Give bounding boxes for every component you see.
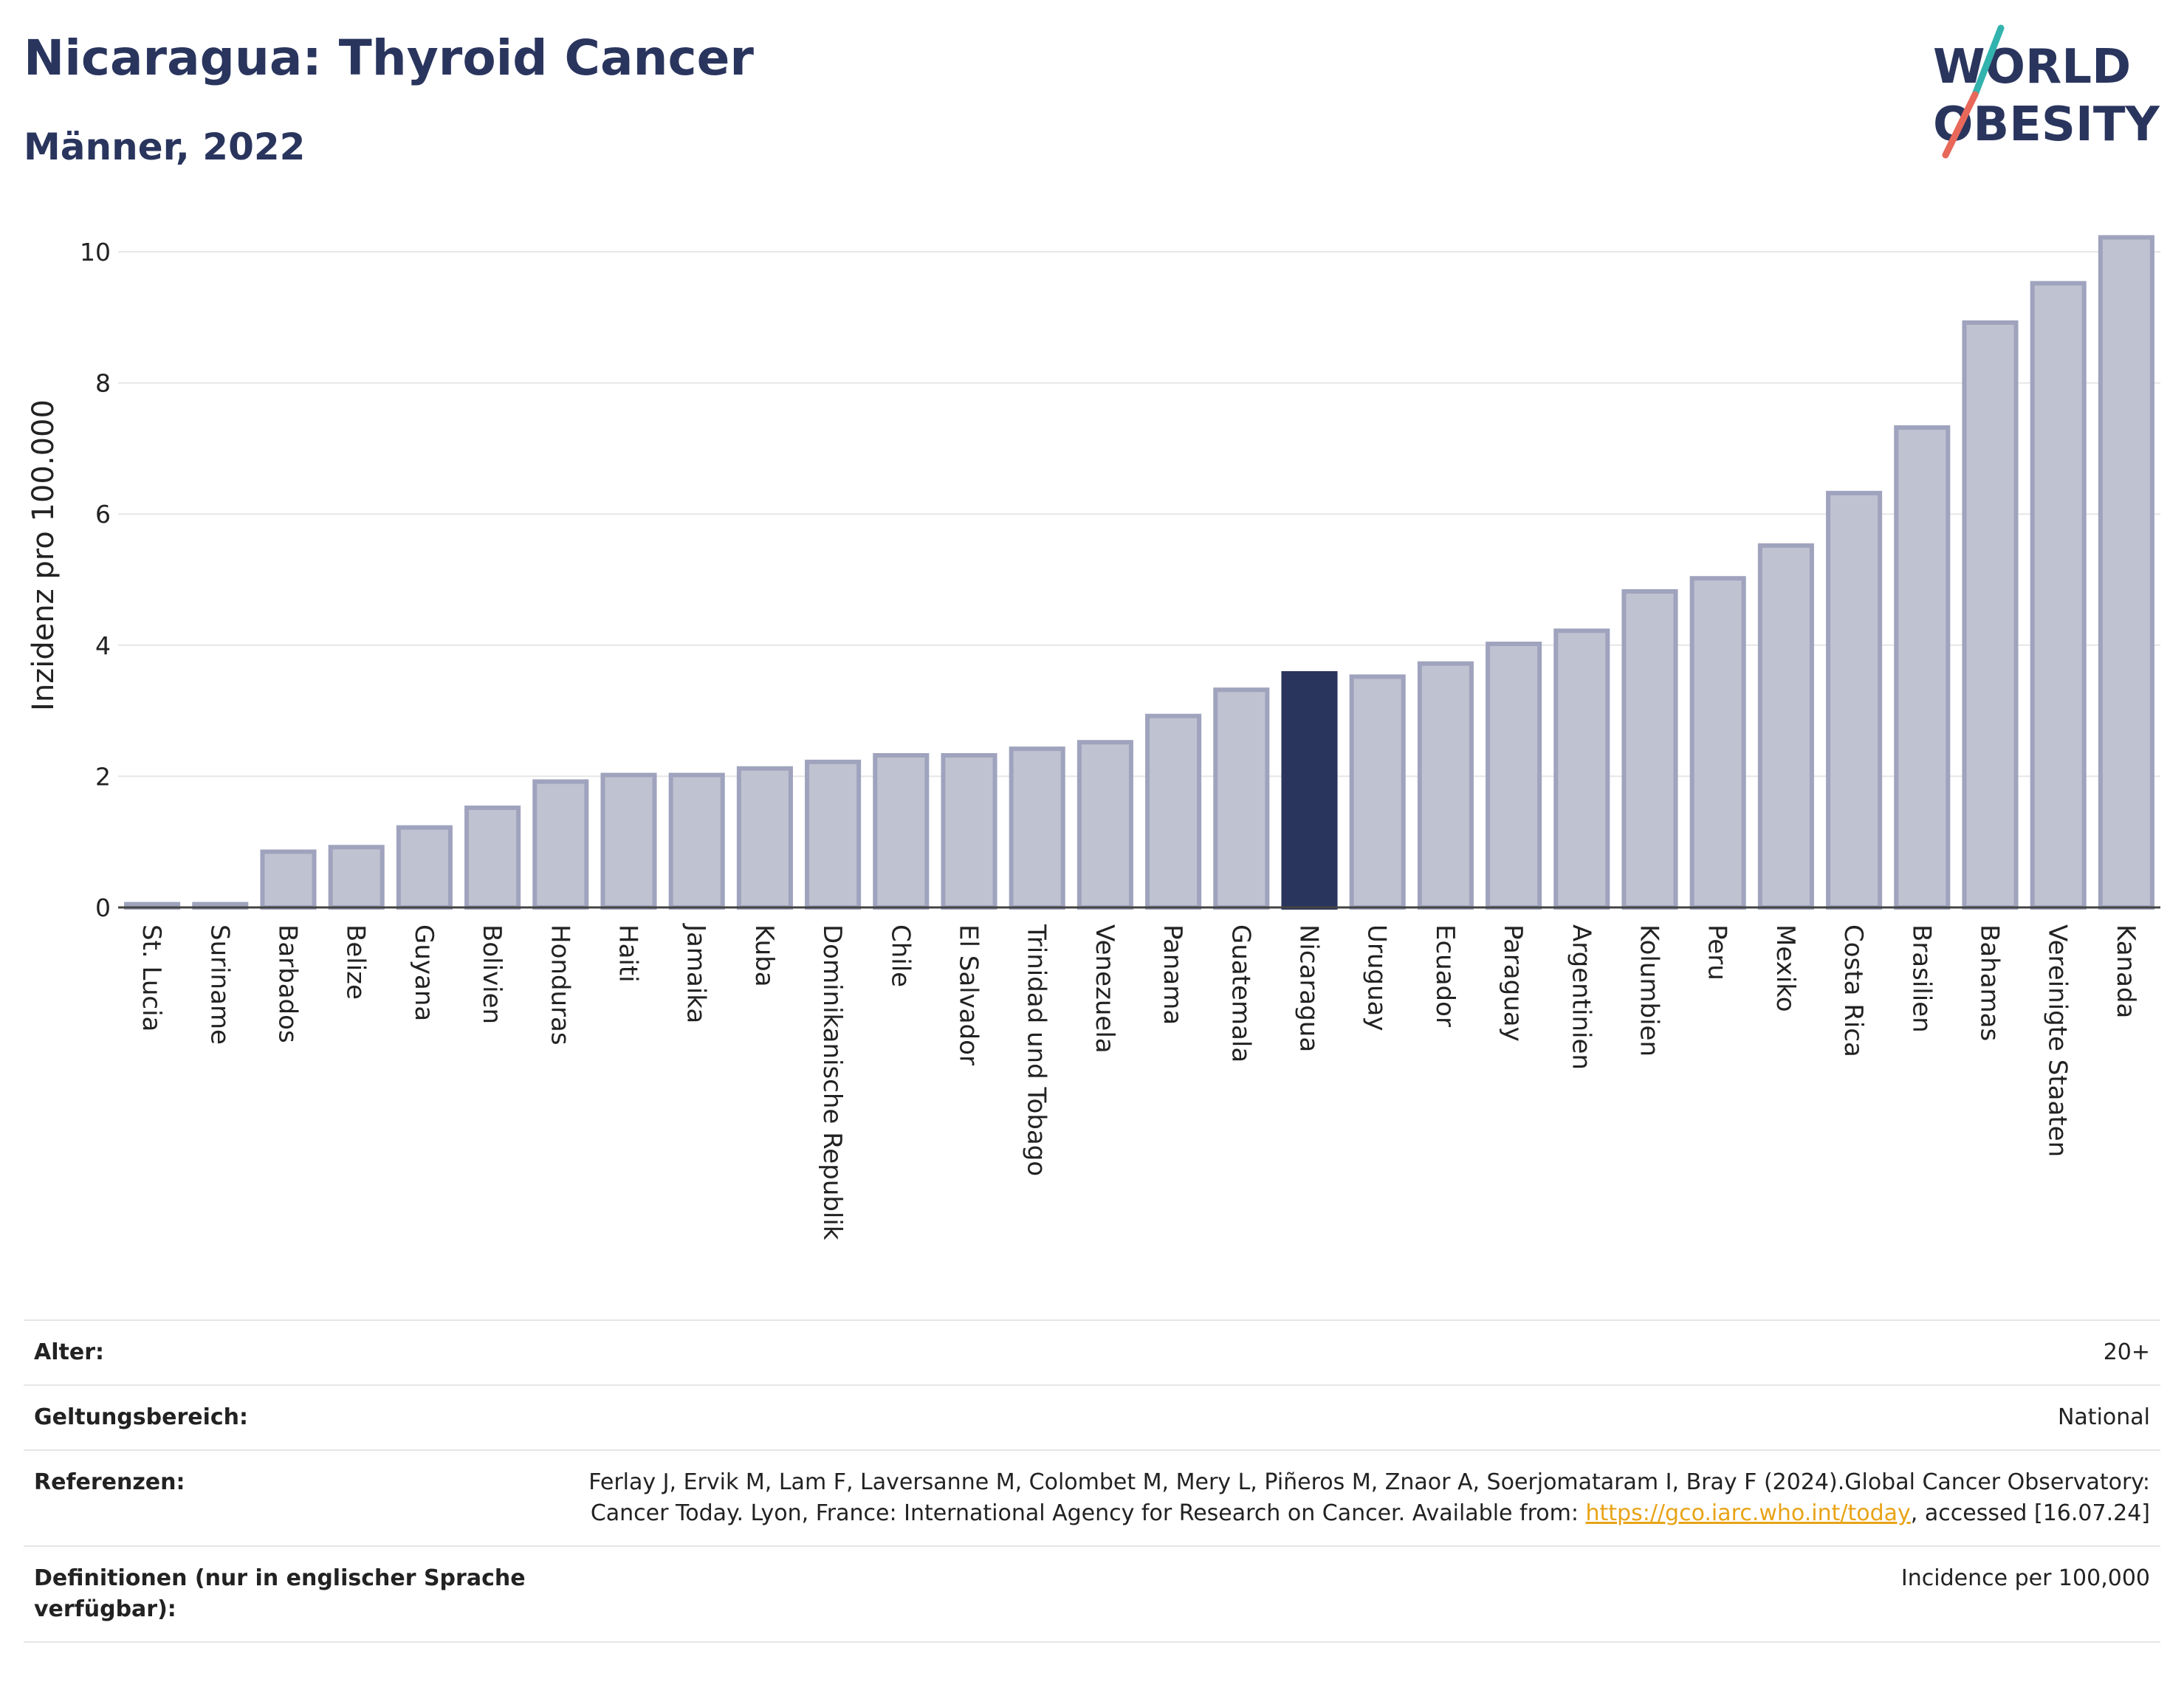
info-row-age: Alter: 20+ bbox=[24, 1319, 2160, 1384]
info-row-scope: Geltungsbereich: National bbox=[24, 1384, 2160, 1449]
x-tick-label: Bahamas bbox=[1975, 924, 2005, 1041]
bar-chart: 0 2 4 6 8 10 Inzidenz pro 100.000 St. Lucia Su… bbox=[27, 235, 2160, 1240]
logo-slash-teal bbox=[1971, 24, 2005, 98]
x-axis-labels: St. Lucia Suriname Barbados Belize Guyana Bol… bbox=[137, 923, 2140, 1240]
bar-bolivien bbox=[464, 806, 521, 910]
bar-jamaika bbox=[668, 772, 725, 910]
reference-link[interactable]: https://gco.iarc.who.int/today bbox=[1585, 1500, 1911, 1526]
bar-costa-rica bbox=[1826, 490, 1883, 910]
bar-ecuador bbox=[1417, 661, 1474, 910]
x-tick-label: Costa Rica bbox=[1838, 924, 1868, 1057]
bar-belize bbox=[328, 845, 385, 910]
bar-vereinigte-staaten bbox=[2030, 281, 2087, 910]
x-tick-label: Guatemala bbox=[1226, 924, 1255, 1062]
x-tick-label: Peru bbox=[1703, 924, 1732, 981]
x-tick-label: Guyana bbox=[409, 924, 439, 1021]
x-tick-label: Paraguay bbox=[1498, 924, 1528, 1042]
x-tick-label: Brasilien bbox=[1906, 924, 1936, 1033]
bar-guyana bbox=[396, 825, 453, 910]
x-tick-label: St. Lucia bbox=[137, 924, 166, 1031]
gridlines bbox=[118, 251, 2160, 777]
x-tick-label: Trinidad und Tobago bbox=[1022, 924, 1051, 1176]
info-row-definitions: Definitionen (nur in englischer Sprache … bbox=[24, 1545, 2160, 1643]
x-tick-label: Kuba bbox=[749, 924, 779, 987]
bar-nicaragua bbox=[1281, 670, 1338, 910]
x-tick-label: Vereinigte Staaten bbox=[2043, 924, 2073, 1157]
x-tick-label: Honduras bbox=[545, 924, 574, 1046]
bar-chile bbox=[873, 752, 930, 910]
x-tick-label: Suriname bbox=[205, 924, 234, 1045]
bar-kolumbien bbox=[1621, 588, 1678, 910]
info-label: Definitionen (nur in englischer Sprache … bbox=[34, 1565, 526, 1622]
x-tick-label: Jamaika bbox=[681, 923, 711, 1023]
reference-accessed: , accessed [16.07.24] bbox=[1910, 1500, 2150, 1526]
bar-barbados bbox=[260, 849, 317, 910]
x-tick-label: Dominikanische Republik bbox=[817, 924, 847, 1240]
bar-kuba bbox=[736, 766, 793, 910]
x-tick-label: Kolumbien bbox=[1635, 924, 1664, 1057]
info-table: Alter: 20+ Geltungsbereich: National Ref… bbox=[24, 1319, 2160, 1643]
info-row-references: Referenzen: Ferlay J, Ervik M, Lam F, La… bbox=[24, 1449, 2160, 1545]
bar-kanada bbox=[2098, 235, 2154, 910]
bar-honduras bbox=[532, 779, 589, 910]
bar-brasilien bbox=[1894, 425, 1951, 910]
x-tick-label: Argentinien bbox=[1566, 924, 1596, 1070]
x-tick-label: Barbados bbox=[273, 924, 303, 1043]
x-tick-label: Chile bbox=[885, 924, 915, 987]
bar-peru bbox=[1689, 576, 1746, 910]
bar-guatemala bbox=[1213, 687, 1270, 910]
y-axis-label: Inzidenz pro 100.000 bbox=[27, 399, 61, 711]
x-tick-label: Nicaragua bbox=[1294, 924, 1324, 1052]
x-tick-label: Venezuela bbox=[1090, 924, 1119, 1054]
x-tick-label: Belize bbox=[341, 924, 371, 1000]
logo-slash-coral bbox=[1942, 91, 1979, 159]
chart-title: Nicaragua: Thyroid Cancer bbox=[24, 30, 754, 86]
reference-text: Ferlay J, Ervik M, Lam F, Laversanne M, … bbox=[588, 1469, 2150, 1526]
x-tick-label: Kanada bbox=[2111, 924, 2140, 1018]
y-axis-ticks: 0 2 4 6 8 10 bbox=[80, 238, 111, 922]
info-value: Ferlay J, Ervik M, Lam F, Laversanne M, … bbox=[551, 1467, 2150, 1529]
bar-haiti bbox=[600, 772, 657, 910]
bars bbox=[124, 235, 2154, 910]
world-obesity-logo: WORLD OBESITY bbox=[1933, 24, 2160, 159]
bar-dominikanische-republik bbox=[805, 759, 862, 910]
y-tick-label: 4 bbox=[95, 631, 111, 660]
bar-trinidad-und-tobago bbox=[1009, 746, 1065, 910]
x-tick-label: Bolivien bbox=[477, 924, 506, 1024]
bar-uruguay bbox=[1349, 674, 1406, 910]
chart-subtitle: Männer, 2022 bbox=[24, 126, 306, 168]
bar-venezuela bbox=[1076, 740, 1133, 910]
info-label: Alter: bbox=[34, 1339, 104, 1365]
x-tick-label: Haiti bbox=[614, 924, 643, 983]
y-tick-label: 10 bbox=[80, 238, 111, 267]
y-tick-label: 2 bbox=[95, 762, 111, 791]
x-tick-label: El Salvador bbox=[954, 924, 983, 1065]
bar-bahamas bbox=[1962, 320, 2019, 910]
bar-mexiko bbox=[1757, 543, 1814, 910]
bar-argentinien bbox=[1553, 628, 1610, 910]
y-tick-label: 8 bbox=[95, 369, 111, 398]
x-tick-label: Uruguay bbox=[1362, 924, 1392, 1031]
y-tick-label: 6 bbox=[95, 500, 111, 529]
y-tick-label: 0 bbox=[95, 893, 111, 922]
info-value: 20+ bbox=[2103, 1339, 2150, 1365]
info-value: Incidence per 100,000 bbox=[1900, 1565, 2150, 1591]
x-tick-label: Ecuador bbox=[1430, 924, 1460, 1027]
info-label: Geltungsbereich: bbox=[34, 1404, 249, 1430]
bar-panama bbox=[1145, 713, 1202, 910]
logo-line1: WORLD bbox=[1933, 40, 2131, 95]
info-label: Referenzen: bbox=[34, 1469, 185, 1495]
bar-paraguay bbox=[1486, 642, 1542, 910]
info-value: National bbox=[2057, 1404, 2150, 1430]
x-tick-label: Panama bbox=[1158, 924, 1187, 1025]
x-tick-label: Mexiko bbox=[1771, 924, 1800, 1012]
bar-el-salvador bbox=[941, 752, 997, 910]
